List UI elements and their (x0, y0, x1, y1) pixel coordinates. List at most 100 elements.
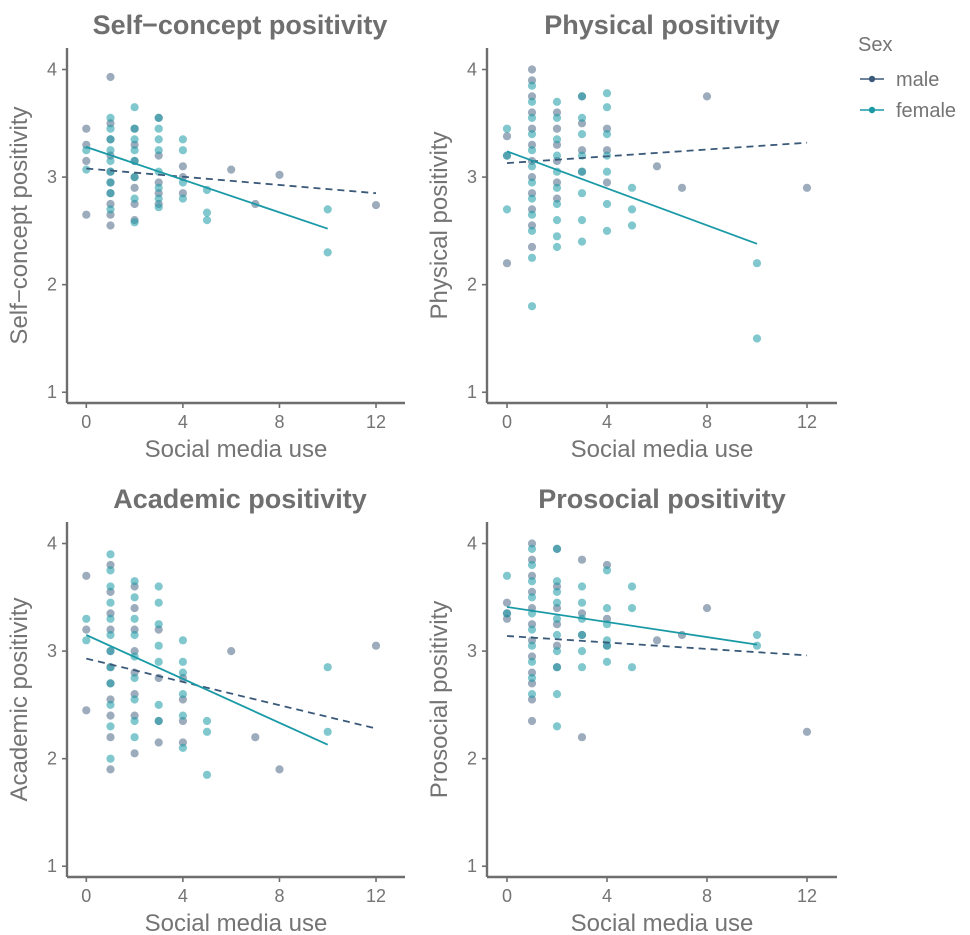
data-point-male (130, 183, 139, 192)
data-point-female (577, 130, 587, 139)
data-point-female (130, 614, 139, 623)
panel-title: Self−concept positivity (93, 10, 388, 40)
y-tick-label: 4 (467, 534, 477, 554)
data-point-female (602, 199, 612, 209)
data-point-female (527, 625, 537, 634)
data-point-female (627, 205, 637, 214)
x-tick-label: 8 (702, 886, 712, 906)
data-point-female (752, 641, 762, 650)
data-point-female (130, 630, 139, 640)
data-point-female (602, 604, 612, 613)
data-point-female (502, 609, 512, 618)
y-axis-label: Prosocial positivity (426, 601, 453, 798)
data-point-male (106, 72, 115, 82)
x-tick-label: 4 (602, 412, 612, 432)
y-tick-label: 3 (47, 641, 57, 661)
y-tick-label: 1 (47, 382, 57, 402)
data-point-female (577, 167, 587, 176)
data-point-male (527, 716, 537, 726)
data-point-female (106, 582, 115, 591)
data-point-female (178, 135, 187, 144)
data-point-female (627, 604, 637, 613)
data-point-female (323, 663, 332, 672)
data-point-male (227, 165, 236, 174)
data-point-male (82, 210, 91, 219)
data-point-female (627, 582, 637, 591)
data-point-male (106, 221, 115, 230)
legend-entry-female: female (860, 100, 956, 122)
data-point-female (527, 113, 537, 122)
data-point-female (154, 183, 163, 192)
y-tick-label: 2 (467, 275, 477, 295)
data-point-male (275, 170, 284, 179)
data-point-male (82, 124, 91, 133)
panel-title: Academic positivity (113, 484, 367, 514)
x-axis-label: Social media use (571, 436, 754, 463)
data-point-female (178, 194, 187, 203)
legend-label-female: female (896, 100, 956, 122)
data-point-female (502, 124, 512, 133)
data-point-female (154, 700, 163, 710)
x-tick-label: 4 (178, 412, 188, 432)
y-axis-label: Physical positivity (426, 131, 453, 319)
trend-line-male (506, 635, 808, 657)
data-point-female (552, 97, 562, 106)
data-point-female (178, 690, 187, 699)
y-axis-label: Academic positivity (6, 597, 33, 801)
data-point-female (627, 221, 637, 230)
data-point-female (178, 743, 187, 753)
y-tick-label: 4 (467, 60, 477, 80)
data-point-female (106, 146, 115, 155)
legend-label-male: male (896, 69, 939, 91)
data-point-female (627, 183, 637, 192)
x-tick-label: 8 (274, 412, 284, 432)
data-point-female (130, 146, 139, 155)
x-tick-label: 12 (366, 886, 386, 906)
data-point-female (527, 657, 537, 666)
data-point-male (82, 156, 91, 166)
data-point-female (130, 593, 139, 602)
trend-line-female (506, 150, 758, 245)
data-point-female (602, 130, 612, 139)
data-point-female (552, 587, 562, 597)
data-point-female (552, 577, 562, 586)
trend-line-male (86, 657, 377, 730)
data-point-male (527, 65, 537, 74)
data-point-female (154, 657, 163, 666)
data-point-male (677, 183, 687, 192)
x-axis-label: Social media use (145, 910, 328, 935)
data-point-female (552, 647, 562, 656)
legend-entry-male: male (860, 69, 939, 91)
data-point-female (527, 673, 537, 683)
data-point-female (202, 208, 212, 217)
data-point-male (130, 749, 139, 758)
data-point-male (802, 183, 812, 192)
data-point-male (82, 625, 91, 634)
y-tick-label: 2 (47, 749, 57, 769)
data-point-female (577, 113, 587, 122)
legend-key-point-male (868, 75, 876, 83)
data-point-female (106, 205, 115, 214)
data-point-male (552, 124, 562, 133)
data-point-male (371, 201, 381, 210)
data-point-female (130, 673, 139, 683)
data-point-female (154, 598, 163, 607)
legend-key-point-female (868, 106, 876, 114)
data-point-female (577, 663, 587, 672)
data-point-female (106, 614, 115, 623)
data-point-female (154, 146, 163, 155)
data-point-female (527, 162, 537, 171)
data-point-female (502, 571, 512, 580)
data-point-male (227, 647, 236, 656)
data-point-female (552, 722, 562, 731)
data-point-female (602, 103, 612, 112)
data-point-female (202, 770, 212, 779)
data-point-female (552, 614, 562, 623)
data-point-female (577, 216, 587, 225)
trend-line-female (85, 634, 329, 746)
data-point-female (502, 151, 512, 160)
data-point-female (323, 248, 332, 257)
data-point-female (602, 657, 612, 666)
y-tick-label: 2 (467, 749, 477, 769)
